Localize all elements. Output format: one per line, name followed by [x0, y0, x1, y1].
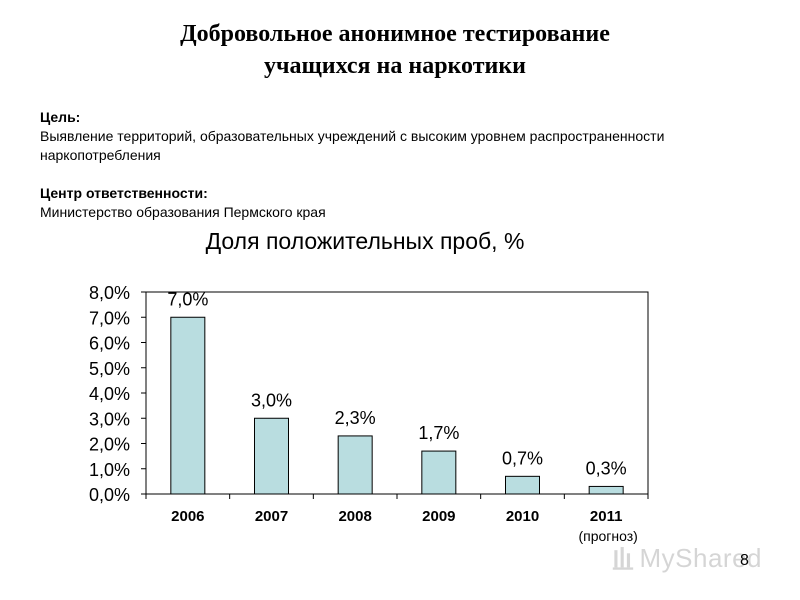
chart-title: Доля положительных проб, % [206, 228, 525, 254]
y-tick-label: 1,0% [89, 460, 130, 480]
x-tick-label: 2011 [590, 508, 623, 525]
x-tick-label: 2007 [255, 508, 288, 525]
slide-title: Добровольное анонимное тестирование учащ… [0, 18, 790, 82]
goal-label: Цель: [40, 109, 81, 125]
data-label: 0,3% [586, 458, 627, 478]
slide-title-line1: Добровольное анонимное тестирование [180, 21, 610, 47]
goal-text-line2: наркопотребления [40, 147, 161, 163]
page-number: 8 [740, 552, 749, 569]
x-tick-label: 2006 [171, 508, 204, 525]
data-label: 1,7% [418, 423, 459, 443]
info-block: Цель: Выявление территорий, образователь… [40, 108, 780, 222]
y-tick-label: 7,0% [89, 308, 130, 328]
watermark-text: MyShared [639, 542, 762, 573]
bar [505, 475, 540, 495]
x-tick-label: 2009 [422, 508, 455, 525]
watermark-logo-icon [612, 547, 634, 570]
y-tick-label: 3,0% [89, 409, 130, 429]
y-tick-label: 4,0% [89, 384, 130, 404]
data-label: 0,7% [502, 448, 543, 468]
x-tick-label: 2010 [506, 508, 539, 525]
data-label: 7,0% [167, 289, 208, 309]
bar [337, 435, 373, 495]
bar [170, 316, 206, 495]
y-tick-label: 8,0% [89, 283, 130, 303]
y-tick-label: 5,0% [89, 359, 130, 379]
bar [588, 485, 624, 495]
data-label: 2,3% [335, 408, 376, 428]
y-tick-label: 6,0% [89, 334, 130, 354]
bar [421, 450, 457, 495]
y-tick-label: 0,0% [89, 485, 130, 505]
x-tick-sublabel: (прогноз) [578, 528, 637, 544]
x-tick-label: 2008 [338, 508, 371, 525]
responsibility-label: Центр ответственности: [40, 185, 208, 201]
plot-area-frame [145, 291, 649, 495]
data-label: 3,0% [251, 390, 292, 410]
y-tick-label: 2,0% [89, 435, 130, 455]
bar [254, 417, 289, 495]
slide-title-line2: учащихся на наркотики [263, 53, 527, 79]
responsibility-text: Министерство образования Пермского края [40, 204, 326, 220]
watermark: MyShared [612, 540, 762, 576]
goal-text-line1: Выявление территорий, образовательных уч… [40, 128, 665, 144]
